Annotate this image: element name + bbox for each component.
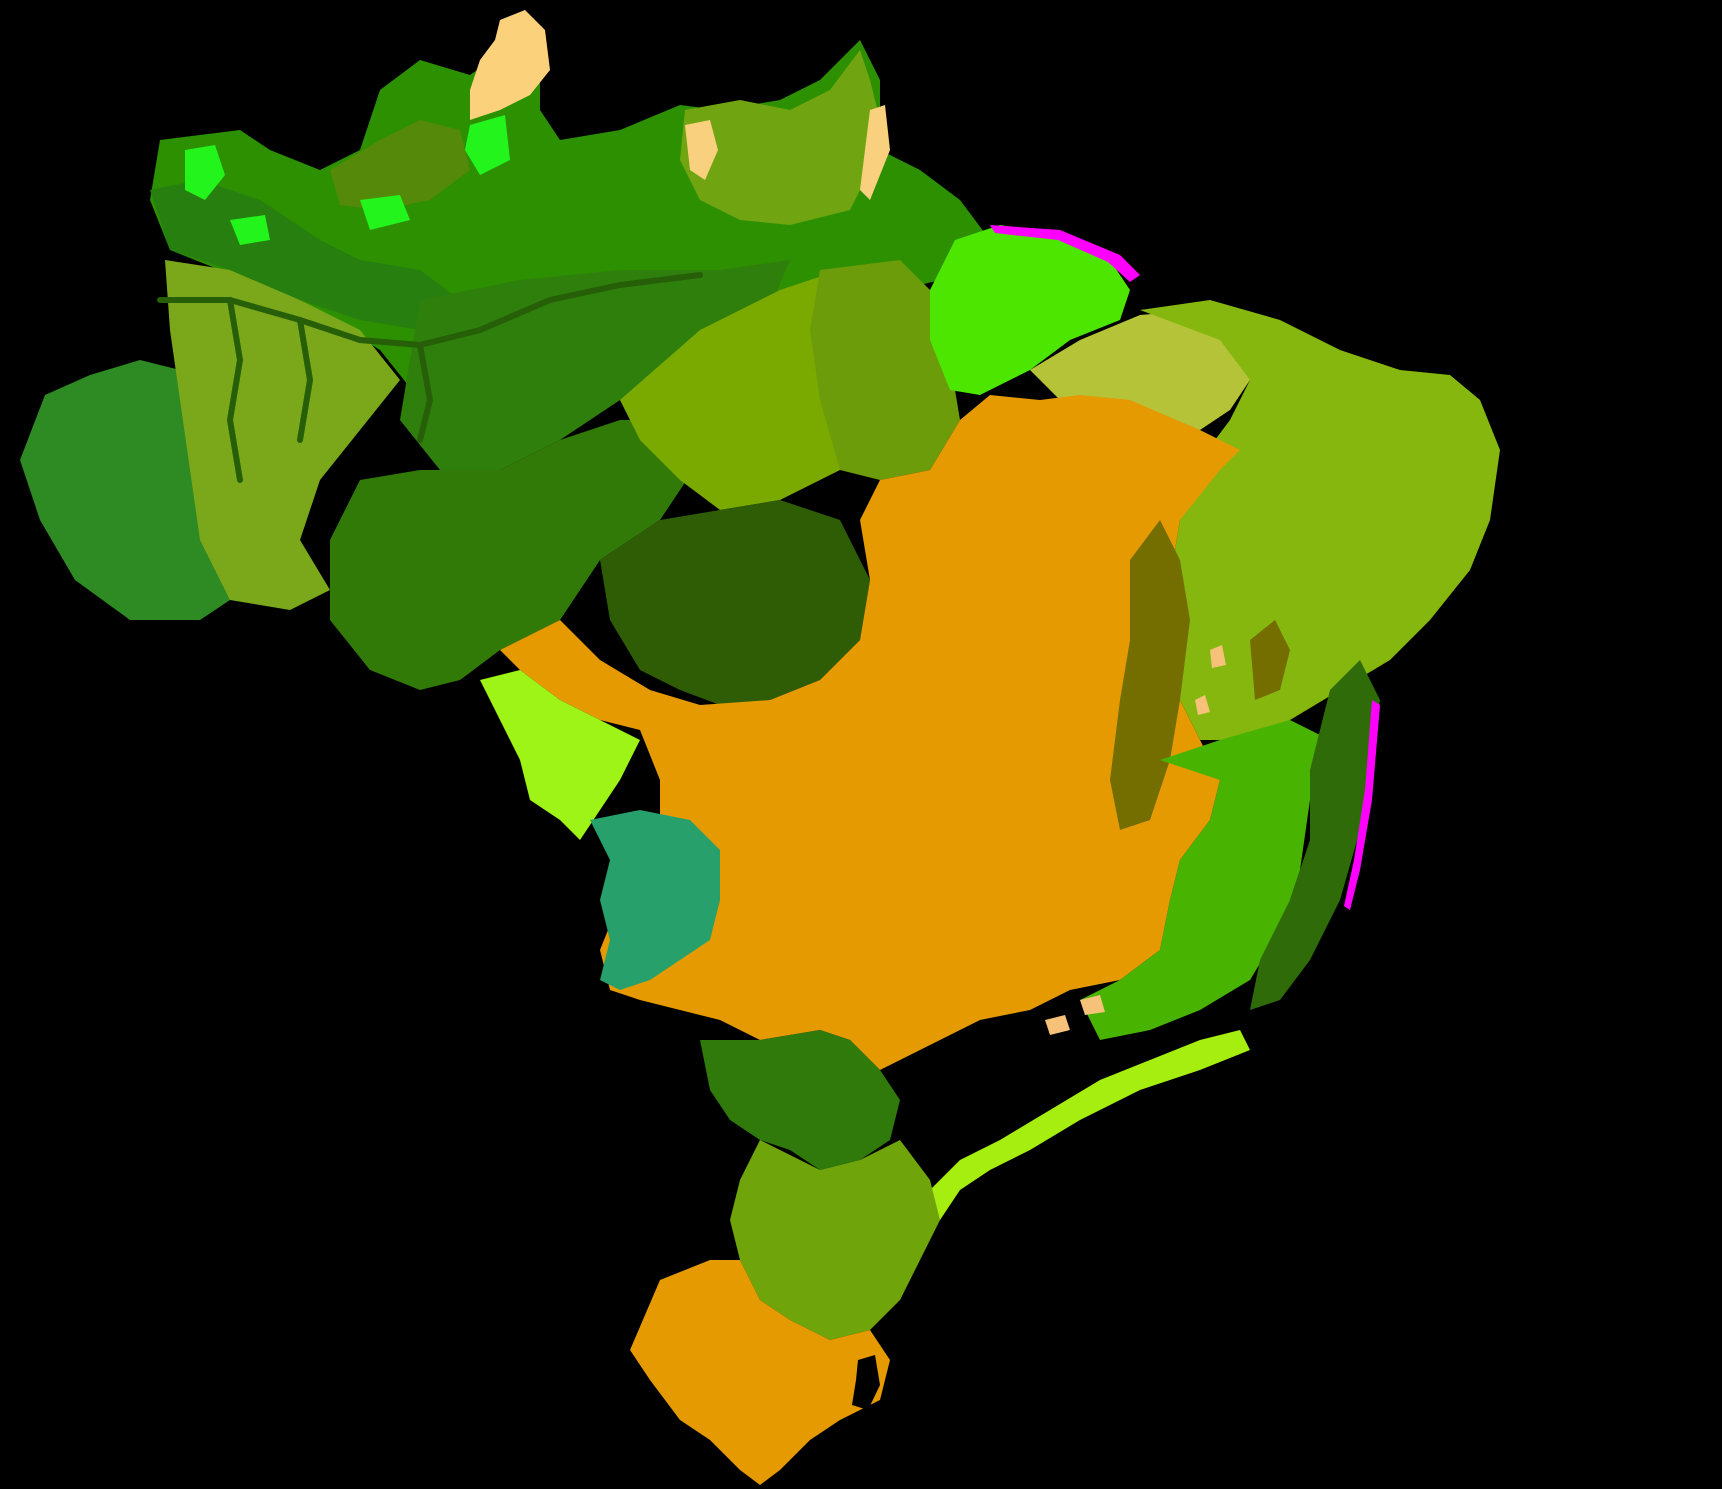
region-atlantic-forest-interior	[1080, 720, 1330, 1040]
region-guiana-forest	[680, 50, 880, 225]
amazon-river-system	[157, 272, 703, 483]
region-lagoa-dos-patos	[852, 1355, 880, 1410]
region-seasonal-forest-south-amazon	[600, 500, 870, 705]
region-sand-patches	[1045, 645, 1226, 1035]
region-pampas	[630, 1260, 890, 1485]
region-araucaria-forest	[730, 1140, 940, 1340]
region-caatinga	[1140, 300, 1500, 740]
region-atlantic-forest-coastal	[1250, 660, 1380, 1010]
region-chapada-diamantina-east	[1250, 620, 1290, 700]
region-southern-amazon-forest	[330, 420, 700, 690]
region-mato-grosso-transition	[480, 670, 640, 840]
region-amapa-savanna	[685, 120, 718, 180]
region-parana-forest	[700, 1030, 900, 1170]
region-restinga-coast	[920, 1030, 1250, 1220]
region-roraima-savanna	[470, 10, 550, 120]
region-mangroves-north	[990, 225, 1140, 282]
region-upper-rio-negro-campinarana	[330, 120, 470, 210]
region-ecotone-forest	[810, 260, 960, 480]
region-mangroves-east	[1344, 700, 1380, 910]
region-babacu-cocais-zone	[930, 225, 1130, 395]
region-chapada-diamantina	[1110, 520, 1190, 830]
region-northwest-bright-patches	[185, 115, 510, 245]
region-pantanal	[590, 810, 720, 990]
region-amapa-savanna-coast	[860, 105, 890, 200]
region-northwest-dark-forest	[150, 180, 460, 330]
region-central-amazon-forest	[400, 260, 790, 470]
region-solimoes-floodplain-forest	[165, 260, 400, 610]
